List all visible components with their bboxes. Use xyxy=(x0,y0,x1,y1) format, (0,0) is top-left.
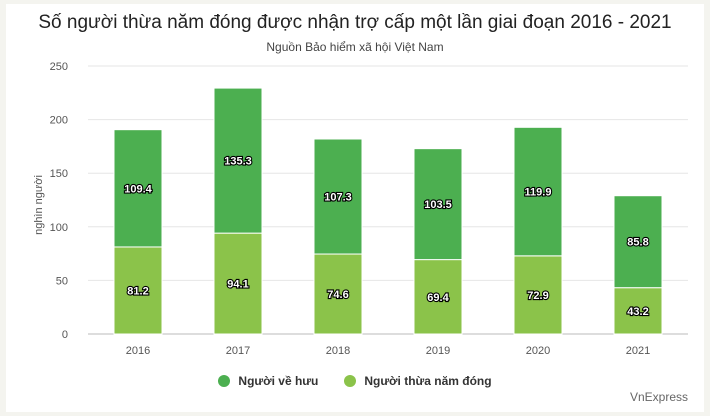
x-tick-label: 2018 xyxy=(326,345,350,357)
chart-subtitle: Nguồn Bảo hiểm xã hội Việt Nam xyxy=(266,40,444,54)
chart-plot: 0 50 100 150 200 250 81.2 109.4 94.1 135.3 74.6 10… xyxy=(33,61,688,357)
bar-2018-series-1 xyxy=(313,138,363,255)
y-tick-label: 150 xyxy=(50,168,68,180)
grid-lines xyxy=(88,65,688,335)
bar-2019-series-1 xyxy=(413,148,463,261)
data-label-2021-series-0: 43.2 xyxy=(627,306,648,318)
legend-label-retired: Người về hưu xyxy=(238,374,319,388)
x-tick-label: 2019 xyxy=(426,345,450,357)
bar-series xyxy=(113,87,663,335)
y-axis-label: nghìn người xyxy=(33,175,45,235)
bar-2020-series-1 xyxy=(513,126,563,257)
data-label-2017-series-1: 135.3 xyxy=(224,156,252,168)
chart-card: Số người thừa năm đóng được nhận trợ cấp… xyxy=(6,4,704,412)
y-tick-label: 100 xyxy=(50,222,68,234)
data-labels: 81.2 109.4 94.1 135.3 74.6 107.3 69.4 103.5 72.9… xyxy=(123,155,650,319)
bar-2016-series-0 xyxy=(113,246,163,335)
data-label-2018-series-0: 74.6 xyxy=(327,289,348,301)
bar-2019-series-0 xyxy=(413,259,463,335)
source-credit: VnExpress xyxy=(629,390,688,404)
y-tick-label: 250 xyxy=(50,61,68,73)
legend-swatch-excess-years xyxy=(344,375,357,387)
y-tick-label: 200 xyxy=(50,115,68,127)
bar-2017-series-1 xyxy=(213,87,263,234)
data-label-2017-series-0: 94.1 xyxy=(227,279,248,291)
legend-label-excess-years: Người thừa năm đóng xyxy=(364,374,492,388)
data-label-2019-series-0: 69.4 xyxy=(427,292,449,304)
legend-item-excess-years[interactable]: Người thừa năm đóng xyxy=(344,374,492,388)
bar-2016-series-1 xyxy=(113,129,163,248)
chart-title: Số người thừa năm đóng được nhận trợ cấp… xyxy=(38,12,672,33)
x-tick-label: 2016 xyxy=(126,345,150,357)
data-label-2016-series-1: 109.4 xyxy=(124,183,152,195)
bar-2021-series-1 xyxy=(613,195,663,289)
legend-swatch-retired xyxy=(218,375,231,387)
bar-2020-series-0 xyxy=(513,255,563,335)
data-label-2020-series-0: 72.9 xyxy=(527,290,548,302)
legend: Người về hưu Người thừa năm đóng xyxy=(6,374,704,388)
data-label-2020-series-1: 119.9 xyxy=(525,187,552,199)
data-label-2018-series-1: 107.3 xyxy=(324,192,352,204)
bar-2021-series-0 xyxy=(613,287,663,335)
data-label-2019-series-1: 103.5 xyxy=(424,199,452,211)
data-label-2021-series-1: 85.8 xyxy=(627,237,648,249)
x-tick-label: 2020 xyxy=(526,345,550,357)
data-label-2016-series-0: 81.2 xyxy=(127,285,148,297)
x-tick-labels: 2016 2017 2018 2019 2020 2021 xyxy=(126,345,650,357)
y-tick-label: 50 xyxy=(56,275,68,287)
y-tick-labels: 0 50 100 150 200 250 xyxy=(50,61,68,341)
legend-item-retired[interactable]: Người về hưu xyxy=(218,374,318,388)
x-tick-label: 2017 xyxy=(226,345,250,357)
y-tick-label: 0 xyxy=(62,329,68,341)
x-tick-label: 2021 xyxy=(626,345,650,357)
